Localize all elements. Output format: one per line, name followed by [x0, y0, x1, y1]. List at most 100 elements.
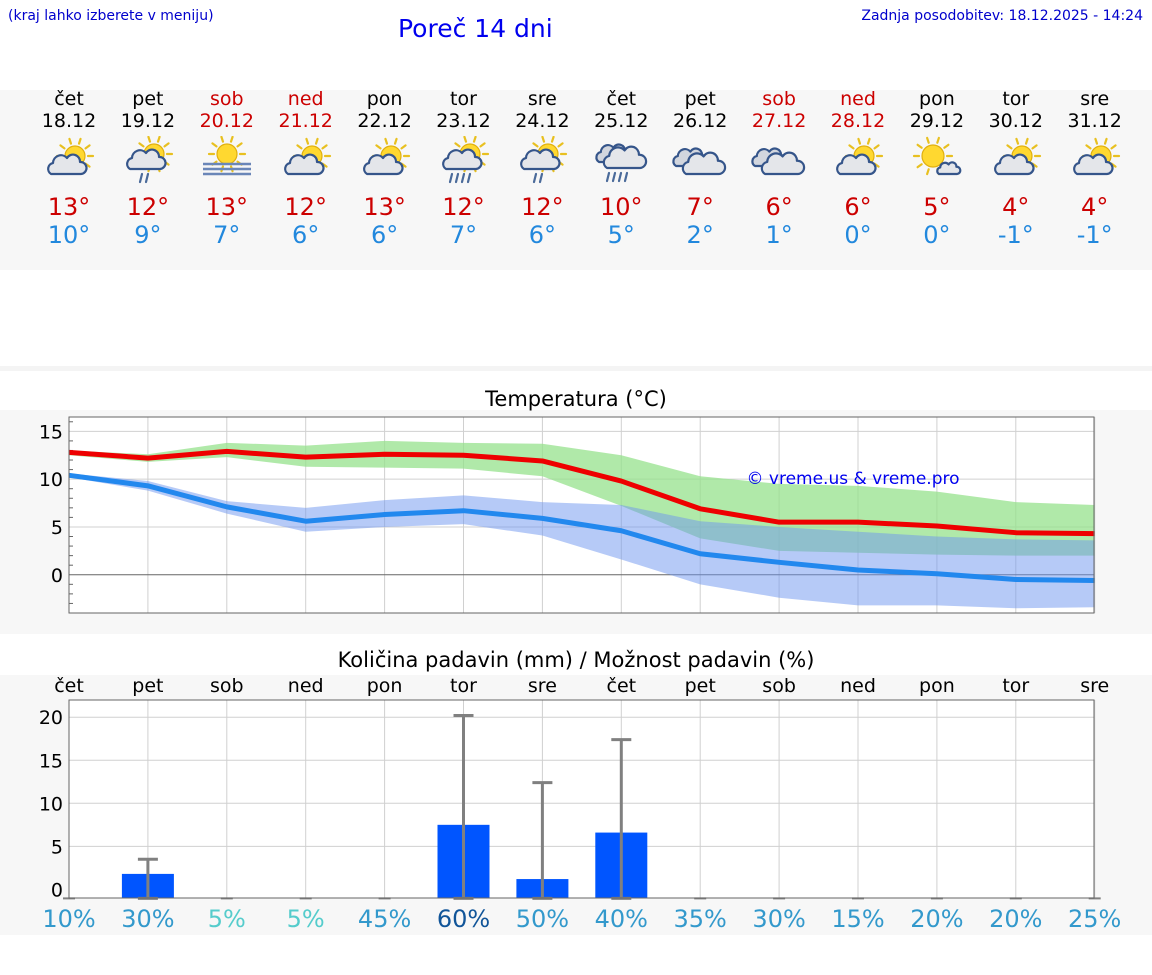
precipitation-probability: 20% [910, 905, 963, 933]
max-temperature: 4° [1081, 193, 1109, 221]
day-date: 29.12 [909, 110, 965, 132]
max-temperature: 12° [442, 193, 485, 221]
day-name: pon [366, 88, 403, 110]
precipitation-chart: čet pet sob ned pon tor sre čet pet sob ned pon tor s… [39, 675, 1122, 933]
day-name: ned [840, 88, 876, 110]
partly-cloudy-icon [993, 137, 1041, 176]
partly-cloudy-heavy-rain-icon [441, 136, 489, 184]
day-column: ned 28.12 6° 0° [819, 88, 898, 249]
x-category-label: pet [132, 675, 163, 697]
day-name: tor [1002, 88, 1030, 110]
x-category-label: pet [685, 675, 716, 697]
x-category-label: tor [450, 675, 477, 697]
precipitation-probability: 10% [42, 905, 95, 933]
day-name: sob [210, 88, 244, 110]
watermark: © vreme.us & vreme.pro [746, 469, 959, 489]
day-date: 18.12 [41, 110, 97, 132]
daily-forecast: čet 18.12 13° 10° pet 19.12 12° 9° sob 20.12 13° 7°… [0, 88, 1152, 258]
precipitation-probability: 30% [752, 905, 805, 933]
y-tick-label: 20 [39, 707, 63, 729]
precipitation-probability: 40% [595, 905, 648, 933]
temperature-chart-title: Temperatura (°C) [485, 387, 667, 411]
y-tick-label: 5 [51, 836, 63, 858]
partly-cloudy-icon [836, 137, 884, 176]
day-name: sre [527, 88, 557, 110]
day-column: pon 22.12 13° 6° [345, 88, 424, 249]
x-category-label: pon [367, 675, 403, 697]
day-date: 21.12 [278, 110, 333, 132]
day-name: sob [762, 88, 796, 110]
day-name: pet [132, 88, 164, 110]
precipitation-probability: 15% [831, 905, 884, 933]
precipitation-probability: 25% [1068, 905, 1121, 933]
max-temperature: 12° [126, 193, 170, 221]
min-temperature: 6° [370, 221, 399, 249]
min-temperature: 0° [844, 221, 872, 249]
precipitation-chart-title: Količina padavin (mm) / Možnost padavin … [337, 648, 815, 672]
x-category-label: ned [288, 675, 324, 697]
day-date: 19.12 [120, 110, 176, 132]
day-name: čet [606, 88, 637, 110]
precipitation-probability: 20% [989, 905, 1042, 933]
x-category-label: sob [210, 675, 244, 697]
max-temperature: 6° [765, 193, 793, 221]
day-name: čet [54, 88, 84, 110]
max-temperature: 12° [521, 193, 564, 221]
day-date: 23.12 [436, 110, 491, 132]
min-temperature-line [68, 472, 1095, 583]
min-temperature: 1° [765, 221, 793, 249]
day-date: 31.12 [1067, 110, 1122, 132]
day-date: 22.12 [357, 110, 412, 132]
max-temperature: 13° [363, 193, 406, 221]
max-range-band [69, 440, 1095, 556]
partly-cloudy-rain-icon [520, 136, 568, 184]
x-category-label: ned [840, 675, 876, 697]
y-tick-label: 5 [51, 517, 63, 539]
precipitation-probability: 60% [437, 905, 490, 933]
max-temperature: 5° [923, 193, 951, 221]
cloudy-icon [672, 147, 727, 176]
day-date: 24.12 [515, 110, 570, 132]
max-temperature: 10° [600, 193, 643, 221]
y-tick-label: 10 [39, 793, 63, 815]
x-category-label: pon [919, 675, 955, 697]
forecast-band [0, 90, 1152, 270]
min-temperature: 6° [528, 221, 557, 249]
min-temperature: 10° [47, 221, 91, 249]
max-temperature: 13° [47, 193, 91, 221]
day-column: sre 31.12 4° -1° [1055, 88, 1134, 249]
day-date: 30.12 [988, 110, 1043, 132]
min-temperature: 5° [607, 221, 635, 249]
page-title: Poreč 14 dni [398, 14, 553, 43]
day-name: sre [1080, 88, 1110, 110]
sun-fog-icon [202, 136, 251, 176]
day-column: pon 29.12 5° 0° [897, 88, 976, 249]
max-temperature: 6° [844, 193, 872, 221]
day-date: 28.12 [830, 110, 886, 132]
cloudy-heavy-rain-icon [595, 143, 648, 183]
min-temperature: -1° [1076, 221, 1113, 249]
plot-frame [68, 416, 1095, 614]
partly-cloudy-icon [47, 137, 95, 176]
partly-cloudy-icon [1072, 137, 1120, 176]
last-updated: Zadnja posodobitev: 18.12.2025 - 14:24 [861, 8, 1143, 24]
max-temperature: 7° [686, 193, 714, 221]
min-temperature: 9° [134, 221, 162, 249]
y-tick-label: 15 [39, 750, 63, 772]
precipitation-probability: 45% [358, 905, 411, 933]
precipitation-probability: 5% [208, 905, 246, 933]
min-temperature: 6° [292, 221, 320, 249]
y-tick-label: 0 [51, 565, 63, 587]
day-column: čet 18.12 13° 10° [30, 88, 109, 249]
day-column: sob 27.12 6° 1° [740, 88, 819, 249]
x-category-label: sob [762, 675, 796, 697]
max-temperature-line [68, 448, 1095, 537]
day-column: pet 26.12 7° 2° [661, 88, 740, 249]
day-name: ned [287, 88, 324, 110]
min-temperature: 0° [923, 221, 951, 249]
x-category-label: sre [1080, 675, 1109, 697]
max-temperature: 12° [284, 193, 327, 221]
precipitation-probability: 35% [674, 905, 727, 933]
max-temperature: 4° [1002, 193, 1030, 221]
min-temperature: -1° [997, 221, 1034, 249]
